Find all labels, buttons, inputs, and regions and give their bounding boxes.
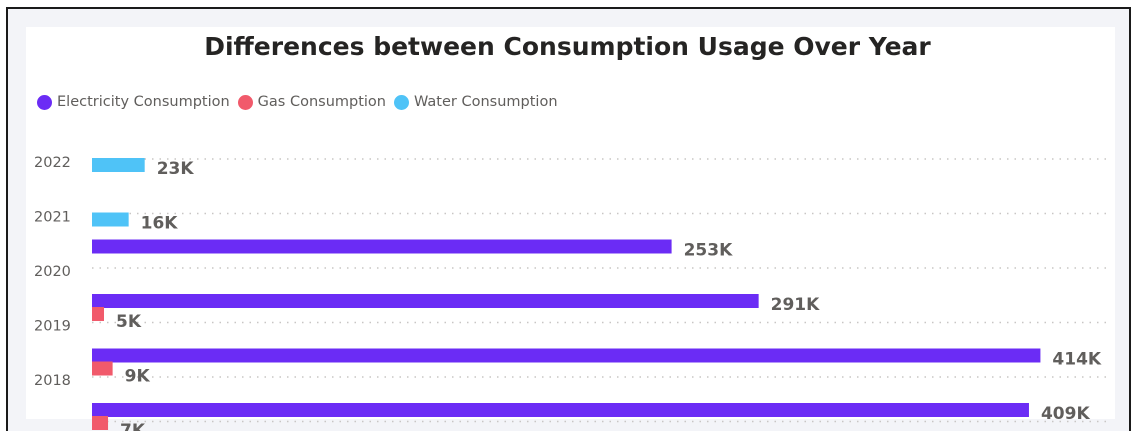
data-label: 409K [1041,404,1090,424]
bar [92,239,672,254]
bar [92,158,145,172]
y-tick-label: 2018 [34,373,71,389]
data-label: 23K [157,159,195,179]
legend-item-electricity[interactable]: Electricity Consumption [37,94,230,110]
legend-item-water[interactable]: Water Consumption [394,94,558,110]
bar [92,361,113,376]
legend-item-gas[interactable]: Gas Consumption [237,94,386,110]
bar [92,294,759,308]
data-label: 7K [120,421,146,431]
bar [92,416,109,430]
chart-title: Differences between Consumption Usage Ov… [204,32,931,61]
legend-label-gas: Gas Consumption [257,94,386,110]
y-tick-label: 2021 [34,210,71,226]
data-label: 5K [116,312,142,332]
y-tick-label: 2019 [34,319,71,335]
bar [92,403,1029,417]
data-label: 253K [684,241,733,261]
bar [92,212,129,227]
y-tick-label: 2022 [34,155,71,171]
legend-marker-water [394,94,409,110]
data-label: 16K [141,214,179,234]
chart-legend[interactable]: Electricity Consumption Gas Consumption … [37,92,566,112]
legend-marker-electricity [37,94,52,110]
y-tick-label: 2020 [34,264,71,280]
legend-label-water: Water Consumption [414,94,558,110]
data-label: 414K [1052,350,1101,370]
legend-label-electricity: Electricity Consumption [57,94,230,110]
data-label: 291K [771,295,820,315]
legend-marker-gas [237,94,253,110]
bar [92,348,1041,363]
bar [92,307,104,321]
data-label: 9K [125,367,151,387]
